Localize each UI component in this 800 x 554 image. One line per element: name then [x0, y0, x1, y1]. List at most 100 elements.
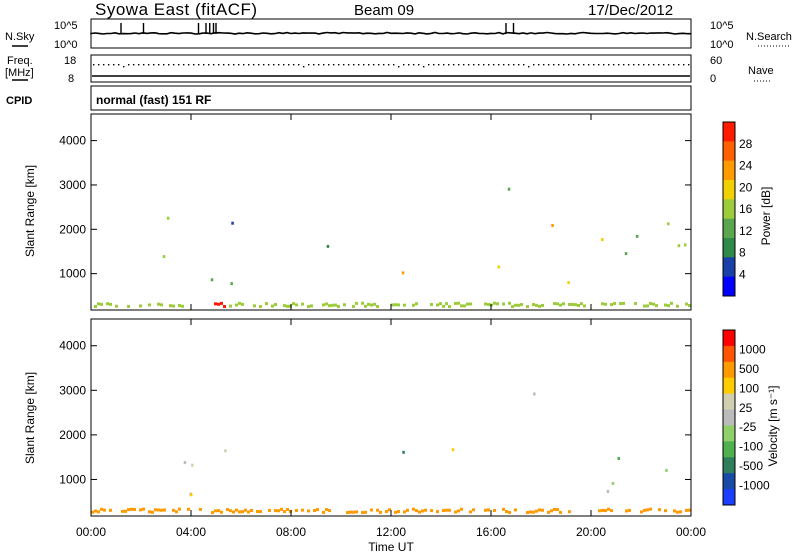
- data-cell: [322, 303, 325, 307]
- nave-point: [383, 64, 385, 66]
- x-tick-label: 16:00: [476, 525, 506, 539]
- nave-point: [388, 64, 390, 66]
- data-cell: [556, 508, 559, 512]
- nave-tick-low: 0: [710, 73, 716, 85]
- nave-point: [583, 64, 585, 66]
- power-heatmap: [94, 187, 691, 309]
- nave-point: [508, 64, 510, 66]
- data-cell: [214, 302, 217, 306]
- data-cell: [622, 301, 625, 305]
- data-cell: [688, 304, 691, 308]
- nave-point: [163, 64, 165, 66]
- data-cell: [172, 508, 175, 512]
- data-cell: [430, 303, 433, 307]
- colorbar-frame: [722, 121, 736, 297]
- nave-point: [633, 64, 635, 66]
- nave-point: [223, 64, 225, 66]
- data-cell: [361, 511, 364, 515]
- data-cell: [424, 508, 427, 512]
- nave-point: [253, 64, 255, 66]
- nave-point: [548, 64, 550, 66]
- nave-point: [98, 64, 100, 66]
- data-cell: [220, 510, 223, 514]
- data-cell: [241, 510, 244, 514]
- power-y-axis: 1000 2000 3000 4000: [59, 134, 691, 281]
- data-cell: [505, 510, 508, 514]
- data-cell: [526, 305, 529, 309]
- cpid-label: CPID: [6, 95, 32, 107]
- nave-point: [668, 64, 670, 66]
- data-cell: [268, 508, 271, 512]
- data-cell: [277, 509, 280, 513]
- nave-point: [453, 64, 455, 66]
- data-cell: [507, 187, 511, 191]
- data-cell: [388, 508, 391, 512]
- power-colorbar-label: Power [dB]: [759, 187, 773, 246]
- nave-point: [643, 64, 645, 66]
- data-cell: [403, 303, 406, 307]
- data-cell: [451, 448, 455, 452]
- nave-point: [673, 64, 675, 66]
- data-cell: [130, 507, 133, 511]
- data-cell: [160, 303, 163, 307]
- velocity-colorbar: 1000 500 100 25 -25 -100 -500 -1000: [722, 329, 770, 506]
- colorbar-swatch: [723, 199, 735, 220]
- data-cell: [454, 301, 457, 305]
- data-cell: [286, 507, 289, 511]
- noise-tick-high-right: 10^5: [710, 20, 734, 32]
- nave-point: [393, 64, 395, 66]
- nave-point: [613, 64, 615, 66]
- data-cell: [172, 304, 175, 308]
- nave-point: [568, 64, 570, 66]
- colorbar-swatch: [723, 180, 735, 200]
- colorbar-tick-label: -100: [739, 440, 763, 454]
- colorbar-tick-label: 12: [739, 224, 753, 238]
- colorbar-swatch: [723, 377, 735, 395]
- data-cell: [412, 303, 415, 307]
- data-cell: [421, 509, 424, 513]
- data-cell: [151, 510, 154, 514]
- data-cell: [469, 302, 472, 306]
- data-cell: [607, 507, 610, 511]
- nave-tick-high: 60: [710, 55, 722, 67]
- data-cell: [676, 304, 679, 308]
- data-cell: [226, 508, 229, 512]
- y-tick-label: 3000: [59, 383, 86, 397]
- data-cell: [109, 508, 112, 512]
- nave-trace: [93, 64, 690, 68]
- data-cell: [606, 490, 610, 493]
- nave-point: [148, 64, 150, 66]
- data-cell: [343, 303, 346, 307]
- velocity-y-axis: 1000 2000 3000 4000: [59, 339, 691, 486]
- data-cell: [328, 509, 331, 513]
- data-cell: [571, 302, 574, 306]
- data-cell: [442, 509, 445, 513]
- data-cell: [364, 304, 367, 308]
- data-cell: [313, 509, 316, 513]
- colorbar-swatch: [723, 345, 735, 363]
- data-cell: [635, 234, 639, 238]
- data-cell: [658, 508, 661, 512]
- data-cell: [271, 304, 274, 308]
- data-cell: [364, 510, 367, 514]
- nave-point: [413, 64, 415, 66]
- nave-point: [443, 64, 445, 66]
- nave-point: [343, 64, 345, 66]
- colorbar-tick-label: 1000: [739, 342, 766, 356]
- data-cell: [640, 510, 643, 514]
- data-cell: [583, 304, 586, 308]
- data-cell: [241, 302, 244, 306]
- data-cell: [460, 507, 463, 511]
- data-cell: [106, 302, 109, 306]
- data-cell: [370, 303, 373, 307]
- data-cell: [502, 507, 505, 511]
- nave-point: [138, 64, 140, 66]
- colorbar-swatch: [723, 276, 735, 297]
- data-cell: [244, 508, 247, 512]
- nave-point: [558, 64, 560, 66]
- nave-point: [118, 64, 120, 66]
- nave-point: [158, 64, 160, 66]
- data-cell: [685, 302, 688, 306]
- nave-point: [188, 64, 190, 66]
